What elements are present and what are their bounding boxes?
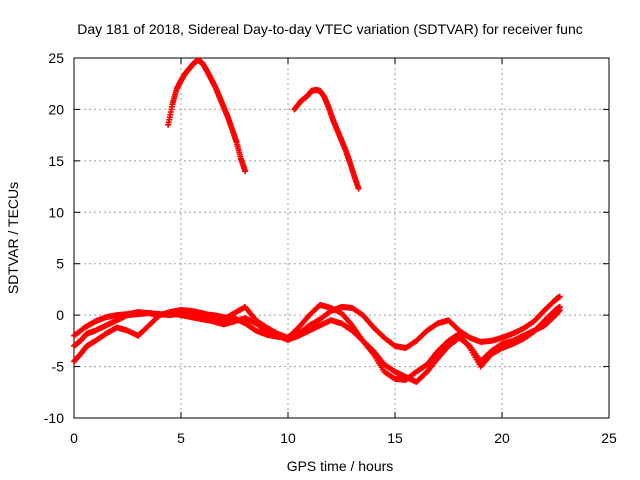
series-3	[71, 293, 563, 352]
y-tick-label: -10	[44, 410, 64, 426]
axis-ticks: 0 5 10 15 20 25 -10 -5 0 5 10 15 20 25	[44, 50, 617, 446]
y-tick-label: 15	[48, 153, 64, 169]
x-tick-label: 20	[494, 430, 510, 446]
x-tick-label: 25	[601, 430, 617, 446]
plot-border	[73, 57, 610, 419]
x-tick-label: 10	[280, 430, 296, 446]
x-tick-label: 15	[387, 430, 403, 446]
y-axis-label: SDTVAR / TECUs	[5, 182, 21, 294]
data-point	[556, 303, 563, 310]
data-series	[71, 57, 563, 385]
series-5	[71, 301, 563, 383]
y-tick-label: 25	[48, 50, 64, 66]
x-tick-label: 5	[177, 430, 185, 446]
series-1	[165, 57, 249, 175]
x-axis-label: GPS time / hours	[287, 458, 394, 474]
data-point	[355, 185, 362, 192]
y-tick-label: 10	[48, 204, 64, 220]
y-tick-label: 5	[56, 256, 64, 272]
x-tick-label: 0	[70, 430, 78, 446]
plot-frame	[73, 57, 610, 419]
data-point	[556, 293, 563, 300]
series-2	[291, 86, 362, 192]
grid	[74, 58, 609, 418]
chart-title: Day 181 of 2018, Sidereal Day-to-day VTE…	[77, 21, 583, 37]
y-tick-label: 20	[48, 101, 64, 117]
y-tick-label: 0	[56, 307, 64, 323]
data-point	[242, 168, 249, 175]
y-tick-label: -5	[52, 359, 65, 375]
